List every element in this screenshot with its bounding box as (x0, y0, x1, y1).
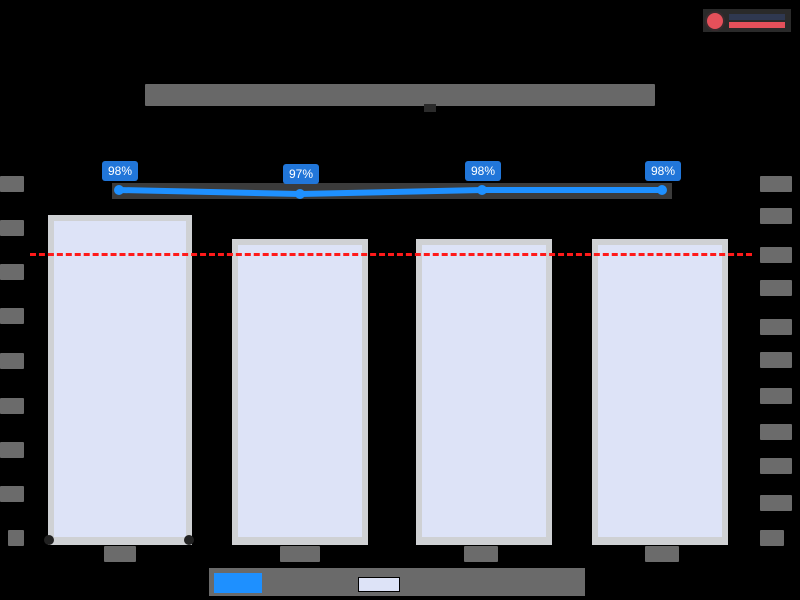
line-point[interactable] (477, 185, 487, 195)
bar-2[interactable] (232, 239, 368, 545)
data-label: 97% (283, 164, 320, 184)
right-axis-label: 50% (760, 352, 792, 368)
left-axis-label: [redacted] (0, 264, 24, 280)
axis-corner-marker (184, 535, 194, 545)
logo-line-2 (729, 21, 785, 28)
right-axis-label: 80% (760, 247, 792, 263)
right-axis-label: 30% (760, 424, 792, 440)
line-point[interactable] (295, 189, 305, 199)
x-axis-label: [redacted] (280, 546, 320, 562)
brand-logo (703, 9, 791, 32)
data-label: 98% (465, 161, 502, 181)
right-axis-label: 20% (760, 458, 792, 474)
x-axis-label: [redacted] (464, 546, 498, 562)
left-axis-label: [redacted] (0, 442, 24, 458)
title-redaction-artifact (424, 104, 436, 112)
right-axis-label: 70% (760, 280, 792, 296)
legend-label-bar: [redacted bar series] (404, 576, 580, 590)
line-point[interactable] (657, 185, 667, 195)
right-axis-label: 60% (760, 319, 792, 335)
bar-4[interactable] (592, 239, 728, 545)
right-axis-label: 10% (760, 495, 792, 511)
x-axis-label: [redacted] (104, 546, 136, 562)
chart-title: [redacted chart title] (145, 84, 655, 106)
legend-swatch-line[interactable] (214, 573, 262, 593)
right-axis-label: 0% (760, 530, 784, 546)
legend-swatch-bar[interactable] (358, 577, 400, 592)
right-axis-label: 90% (760, 208, 792, 224)
logo-line-1 (729, 13, 785, 20)
axis-corner-marker (44, 535, 54, 545)
left-axis-label: [redacted] (0, 220, 24, 236)
left-axis-label: [redacted] (0, 486, 24, 502)
circle-logo-icon (707, 12, 723, 29)
data-label: 98% (645, 161, 682, 181)
left-axis-label: [redacted] (0, 353, 24, 369)
x-axis-label: [redacted] (645, 546, 679, 562)
bar-3[interactable] (416, 239, 552, 545)
logo-text (729, 13, 785, 28)
right-axis-label: 40% (760, 388, 792, 404)
left-axis-label: [redacted] (0, 176, 24, 192)
left-axis-label: 0 (8, 530, 24, 546)
legend-label-line: [redacted line series] (266, 576, 352, 590)
left-axis-label: [redacted] (0, 398, 24, 414)
left-axis-label: [redacted] (0, 308, 24, 324)
reference-line (30, 253, 752, 256)
bar-1[interactable] (48, 215, 192, 545)
data-label: 98% (102, 161, 139, 181)
line-point[interactable] (114, 185, 124, 195)
right-axis-label: 100% (760, 176, 792, 192)
